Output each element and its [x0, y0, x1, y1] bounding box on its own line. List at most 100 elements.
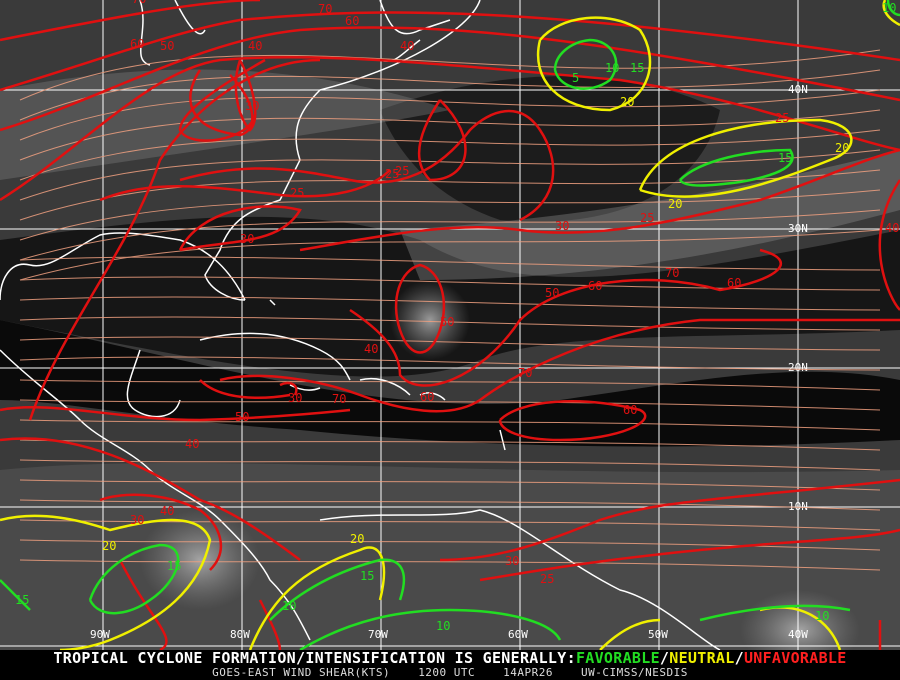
- contour-label: 40: [185, 437, 199, 451]
- contour-label: 40: [248, 39, 262, 53]
- contour-label: 20: [835, 141, 849, 155]
- contour-label: 40: [364, 342, 378, 356]
- contour-label: 60: [420, 390, 434, 404]
- streamline: [19, 419, 881, 431]
- contour-label: 70: [518, 366, 532, 380]
- legend-neutral: NEUTRAL: [669, 649, 735, 667]
- headline-prefix: TROPICAL CYCLONE FORMATION/INTENSIFICATI…: [53, 649, 576, 667]
- streamline: [19, 69, 881, 121]
- legend-unfavorable: UNFAVORABLE: [743, 649, 847, 667]
- contour-label: 70: [318, 2, 332, 16]
- longitude-label: 60W: [508, 628, 528, 641]
- contour-label: 60: [130, 37, 144, 51]
- contour-label: 20: [102, 539, 116, 553]
- contour-label: 50: [160, 39, 174, 53]
- headline: TROPICAL CYCLONE FORMATION/INTENSIFICATI…: [0, 650, 900, 666]
- contour-label: 60: [345, 14, 359, 28]
- streamline: [19, 296, 881, 311]
- legend-favorable: FAVORABLE: [575, 649, 660, 667]
- contour-label: 25: [540, 572, 554, 586]
- streamline: [19, 399, 881, 411]
- product-info: GOES-EAST WIND SHEAR(KTS) 1200 UTC 14APR26…: [0, 666, 900, 679]
- contour-label: 30: [130, 513, 144, 527]
- contour-label: 10: [282, 599, 296, 613]
- contour-label: 40: [400, 39, 414, 53]
- contour-label: 25: [385, 167, 399, 181]
- contour-label: 25: [775, 111, 789, 125]
- contour-label: 15: [778, 151, 792, 165]
- contour-label: 15: [15, 593, 29, 607]
- valid-date: 14APR26: [503, 666, 554, 679]
- streamline: [19, 229, 881, 281]
- latitude-label: 40N: [788, 83, 808, 96]
- longitude-label: 90W: [90, 628, 110, 641]
- contour-label: 10: [436, 619, 450, 633]
- contour-label: 40: [885, 221, 899, 235]
- neutral-contours: [0, 0, 900, 650]
- satellite-map: 90W 80W 70W 60W 50W 40W 40N 30N 20N 10N: [0, 0, 900, 650]
- streamline: [19, 256, 881, 271]
- source: UW-CIMSS/NESDIS: [581, 666, 688, 679]
- streamline: [19, 129, 881, 181]
- contour-label: 30: [245, 99, 259, 113]
- contour-label: 50: [235, 410, 249, 424]
- contour-label: 50: [440, 315, 454, 329]
- longitude-label: 80W: [230, 628, 250, 641]
- contour-label: 15: [167, 559, 181, 573]
- favorable-contours: [0, 0, 900, 650]
- contour-label: 20: [350, 532, 364, 546]
- product-name: GOES-EAST WIND SHEAR(KTS): [212, 666, 391, 679]
- caption-bar: TROPICAL CYCLONE FORMATION/INTENSIFICATI…: [0, 650, 900, 680]
- contour-label: 25: [640, 211, 654, 225]
- contour-label: 10: [815, 609, 829, 623]
- contour-label: 20: [668, 197, 682, 211]
- contour-label: 15: [360, 569, 374, 583]
- unfavorable-contours: [0, 0, 900, 650]
- contour-label: 30: [240, 232, 254, 246]
- streamline: [19, 539, 881, 551]
- streamline: [19, 336, 881, 351]
- contour-label: 60: [727, 276, 741, 290]
- contour-label: 60: [588, 279, 602, 293]
- streamline: [19, 109, 881, 161]
- streamline: [19, 379, 881, 391]
- longitude-label: 50W: [648, 628, 668, 641]
- contour-label: 70: [332, 392, 346, 406]
- contour-label: 10: [882, 1, 896, 15]
- streamline: [19, 499, 881, 511]
- streamline: [19, 479, 881, 491]
- longitude-label: 40W: [788, 628, 808, 641]
- latitude-label: 20N: [788, 361, 808, 374]
- contour-label: 15: [630, 61, 644, 75]
- contour-label: 30: [288, 391, 302, 405]
- contour-label: 25: [290, 186, 304, 200]
- streamline: [19, 316, 881, 331]
- latitude-label: 10N: [788, 500, 808, 513]
- legend-separator: /: [659, 649, 670, 667]
- streamline: [19, 209, 881, 261]
- contour-label: 20: [620, 95, 634, 109]
- contour-label: 25: [395, 164, 409, 178]
- contour-label: 70: [132, 0, 146, 6]
- water-vapor-imagery: [0, 69, 900, 650]
- streamline: [19, 189, 881, 241]
- longitude-label: 70W: [368, 628, 388, 641]
- contour-label: 10: [605, 61, 619, 75]
- shear-contours: [0, 0, 900, 650]
- contour-label: 40: [160, 504, 174, 518]
- contour-label: 70: [665, 266, 679, 280]
- contour-label: 30: [555, 219, 569, 233]
- contour-label: 5: [572, 71, 579, 85]
- streamline: [19, 459, 881, 471]
- streamline: [19, 149, 881, 201]
- streamline: [19, 356, 881, 371]
- legend-separator: /: [734, 649, 744, 667]
- latitude-label: 30N: [788, 222, 808, 235]
- contour-label: 30: [505, 554, 519, 568]
- streamline: [19, 439, 881, 451]
- streamline: [19, 519, 881, 531]
- contour-label: 60: [623, 403, 637, 417]
- contour-label: 50: [545, 286, 559, 300]
- valid-time: 1200 UTC: [418, 666, 476, 679]
